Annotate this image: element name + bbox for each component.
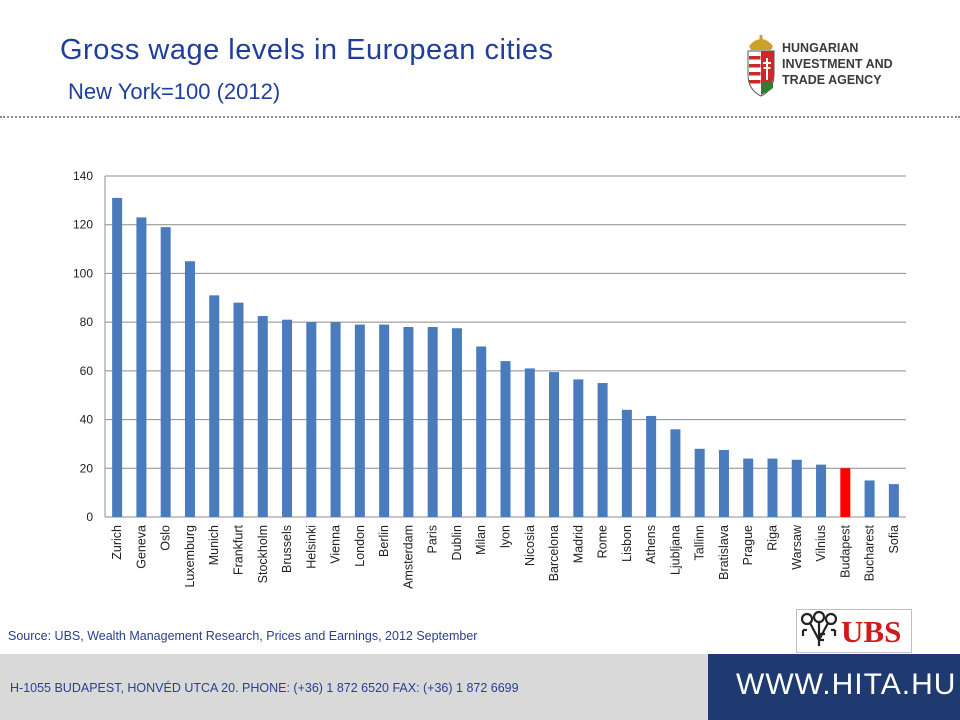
y-tick-label: 100	[73, 266, 93, 280]
agency-logo-line: INVESTMENT AND	[782, 57, 893, 71]
bar	[694, 448, 705, 517]
x-tick-label: Barcelona	[547, 525, 561, 581]
page-subtitle: New York=100 (2012)	[68, 79, 281, 104]
y-tick-label: 60	[80, 364, 94, 378]
agency-logo: HUNGARIAN INVESTMENT AND TRADE AGENCY	[744, 34, 924, 98]
x-tick-label: Riga	[766, 525, 780, 551]
bar	[306, 322, 317, 517]
x-tick-label: Madrid	[571, 525, 585, 563]
bar	[524, 368, 535, 517]
bar	[160, 227, 171, 517]
x-tick-label: London	[353, 525, 367, 567]
x-tick-label: Rome	[596, 525, 610, 558]
x-tick-label: Milan	[474, 525, 488, 555]
bar	[573, 379, 584, 517]
x-tick-label: Oslo	[159, 525, 173, 551]
x-axis-labels: Zurich Geneva Oslo Luxemburg Munich Frankfurt…	[110, 524, 901, 589]
x-tick-label: Nicosia	[523, 525, 537, 566]
agency-logo-text: HUNGARIAN INVESTMENT AND TRADE AGENCY	[782, 40, 893, 88]
bar	[209, 295, 220, 517]
y-tick-label: 40	[80, 413, 94, 427]
x-tick-label: Budapest	[838, 524, 852, 577]
agency-logo-line: TRADE AGENCY	[782, 73, 882, 87]
bar	[403, 327, 414, 517]
footer-address: H-1055 BUDAPEST, HONVÉD UTCA 20. PHONE: …	[10, 681, 519, 695]
y-axis-ticks: 0 20 40 60 80 100 120 140	[73, 169, 93, 524]
bar	[718, 450, 729, 517]
x-tick-label: Tallinn	[693, 525, 707, 560]
bar	[451, 328, 462, 517]
x-tick-label: Prague	[741, 525, 755, 565]
bar	[476, 346, 487, 517]
bar	[888, 484, 899, 517]
y-tick-label: 20	[80, 461, 94, 475]
bar	[184, 261, 195, 517]
bar	[743, 458, 754, 517]
x-tick-label: Dublin	[450, 525, 464, 560]
x-tick-label: Frankfurt	[232, 524, 246, 575]
bar	[621, 409, 632, 517]
footer-url[interactable]: WWW.HITA.HU	[736, 668, 957, 701]
x-tick-label: Lisbon	[620, 525, 634, 562]
footer-url-box: WWW.HITA.HU	[708, 654, 960, 720]
bar	[646, 415, 657, 517]
x-tick-label: Athens	[644, 525, 658, 564]
y-tick-label: 120	[73, 218, 93, 232]
y-tick-label: 140	[73, 169, 93, 183]
x-tick-label: Munich	[207, 525, 221, 565]
x-tick-label: Zurich	[110, 525, 124, 560]
x-tick-label: Bratislava	[717, 525, 731, 580]
bar-chart: 0 20 40 60 80 100 120 140 Zurich Geneva Oslo Luxem…	[73, 169, 906, 589]
ubs-logo-text: UBS	[841, 614, 902, 649]
x-tick-label: Amsterdam	[401, 525, 415, 589]
bar	[840, 468, 851, 517]
x-tick-label: Brussels	[280, 525, 294, 573]
bar	[597, 383, 608, 517]
x-tick-label: Luxemburg	[183, 525, 197, 588]
x-tick-label: Vienna	[329, 525, 343, 564]
x-tick-label: Bucharest	[863, 524, 877, 581]
bar	[500, 361, 511, 517]
x-tick-label: Helsinki	[304, 525, 318, 569]
x-tick-label: Geneva	[134, 525, 148, 569]
bar	[233, 302, 244, 517]
x-tick-label: Stockholm	[256, 525, 270, 583]
bar	[864, 480, 875, 517]
ubs-logo: UBS	[796, 609, 912, 653]
x-tick-label: Vilnius	[814, 525, 828, 562]
bar	[257, 316, 268, 517]
source-note: Source: UBS, Wealth Management Research,…	[8, 629, 478, 643]
footer: H-1055 BUDAPEST, HONVÉD UTCA 20. PHONE: …	[0, 654, 960, 720]
bar	[670, 429, 681, 517]
bar	[549, 372, 560, 517]
hungarian-coat-of-arms-icon	[747, 35, 775, 97]
bar	[816, 464, 827, 517]
bar	[354, 324, 365, 517]
bar	[791, 459, 802, 517]
x-tick-label: lyon	[499, 525, 513, 548]
y-tick-label: 0	[86, 510, 93, 524]
y-tick-label: 80	[80, 315, 94, 329]
bar	[379, 324, 390, 517]
chart-bars	[112, 197, 899, 517]
bar	[112, 197, 123, 517]
bar	[136, 217, 147, 517]
bar	[427, 327, 438, 517]
ubs-keys-icon	[800, 610, 838, 646]
page-title: Gross wage levels in European cities	[60, 34, 554, 66]
bar	[767, 458, 778, 517]
bar	[282, 319, 293, 517]
x-tick-label: Ljubljana	[668, 525, 682, 575]
x-tick-label: Paris	[426, 525, 440, 553]
bar	[330, 322, 341, 517]
x-tick-label: Warsaw	[790, 524, 804, 570]
x-tick-label: Sofia	[887, 525, 901, 554]
agency-logo-line: HUNGARIAN	[782, 41, 859, 55]
x-tick-label: Berlin	[377, 525, 391, 557]
header-divider	[0, 116, 960, 118]
